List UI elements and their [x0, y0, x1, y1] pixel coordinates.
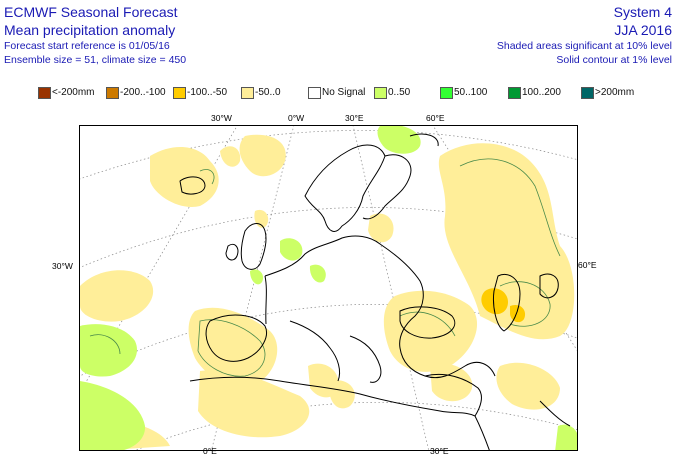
- shade-region: [329, 380, 355, 409]
- header-start-ref: Forecast start reference is 01/05/16: [4, 40, 170, 52]
- coast-turkey: [424, 373, 482, 417]
- coast-persian-gulf: [539, 400, 571, 427]
- shade-region: [555, 424, 577, 450]
- anomaly-0-50: [80, 126, 577, 450]
- legend-swatch: [508, 87, 521, 99]
- axis-label-top: 60°E: [426, 113, 445, 123]
- lat-line: [135, 402, 577, 450]
- legend-swatch: [106, 87, 119, 99]
- coast-caspian: [493, 273, 521, 332]
- legend-label: -200..-100: [120, 87, 166, 98]
- header-note-shaded: Shaded areas significant at 10% level: [496, 40, 672, 52]
- coast-balkans: [349, 335, 382, 383]
- shade-region: [280, 238, 303, 261]
- lon-line: [80, 126, 238, 393]
- coast-iceland: [179, 176, 206, 195]
- legend-label: -100..-50: [187, 87, 228, 98]
- contour-line: [89, 334, 121, 355]
- coast-red-sea: [474, 415, 490, 450]
- legend-swatch: [581, 87, 594, 99]
- legend-label: 50..100: [454, 87, 488, 98]
- legend-swatch: [173, 87, 186, 99]
- coast-ireland: [225, 243, 239, 261]
- shade-region: [383, 290, 478, 372]
- header-system: System 4: [613, 4, 672, 20]
- shade-region: [80, 324, 138, 377]
- anomaly-minus100-50: [481, 288, 526, 323]
- legend-swatch: [440, 87, 453, 99]
- contour-line: [459, 158, 561, 257]
- coast-arctic: [409, 133, 439, 147]
- header-note-contour: Solid contour at 1% level: [556, 54, 672, 66]
- legend-label: -50..0: [255, 87, 281, 98]
- legend-label: No Signal: [322, 87, 366, 98]
- axis-label-top: 30°E: [345, 113, 364, 123]
- axis-label-bottom: 30°E: [430, 446, 449, 456]
- shade-region: [481, 288, 508, 315]
- coast-north-africa: [189, 376, 476, 417]
- axis-label-top: 30°W: [211, 113, 232, 123]
- legend-label: <-200mm: [52, 87, 95, 98]
- lon-line: [352, 126, 429, 450]
- axis-label-left: 30°W: [52, 261, 73, 271]
- shade-region: [368, 213, 394, 243]
- axis-label-top: 0°W: [288, 113, 305, 123]
- coast-britain: [240, 223, 267, 270]
- map-panel: [79, 125, 578, 451]
- shade-region: [430, 363, 473, 402]
- coast-finland: [362, 154, 412, 220]
- legend-swatch: [374, 87, 387, 99]
- legend-label: 0..50: [388, 87, 411, 98]
- significance-contours: [89, 158, 561, 377]
- shade-region: [377, 126, 421, 154]
- legend-swatch: [308, 87, 321, 99]
- precipitation-map: [80, 126, 577, 450]
- shade-region: [250, 269, 264, 285]
- shade-region: [239, 134, 286, 177]
- shade-region: [510, 304, 526, 323]
- coast-scandinavia: [304, 144, 386, 232]
- legend-swatch: [241, 87, 254, 99]
- coast-aral: [539, 273, 559, 299]
- coastlines: [179, 133, 571, 450]
- coast-iberia: [205, 314, 267, 362]
- lat-line: [80, 130, 577, 180]
- shade-region: [80, 270, 154, 322]
- header-season: JJA 2016: [614, 22, 672, 38]
- header-product: Mean precipitation anomaly: [4, 22, 176, 38]
- shade-region: [309, 264, 326, 283]
- coast-france-italy: [264, 275, 341, 382]
- header-source: ECMWF Seasonal Forecast: [4, 4, 178, 20]
- coast-black-sea: [399, 306, 456, 339]
- axis-label-bottom: 0°E: [203, 446, 217, 456]
- header-ensemble: Ensemble size = 51, climate size = 450: [4, 54, 187, 66]
- shade-region: [198, 370, 310, 438]
- shade-region: [150, 146, 219, 207]
- shade-region: [80, 381, 146, 450]
- contour-line: [197, 319, 266, 377]
- legend-label: >200mm: [595, 87, 635, 98]
- legend-label: 100..200: [522, 87, 561, 98]
- contour-line: [399, 311, 456, 337]
- shade-region: [220, 146, 241, 167]
- legend-swatch: [38, 87, 51, 99]
- contour-line: [199, 169, 215, 185]
- coast-europe: [264, 235, 496, 379]
- axis-label-right: 60°E: [578, 260, 597, 270]
- shade-region: [496, 362, 560, 410]
